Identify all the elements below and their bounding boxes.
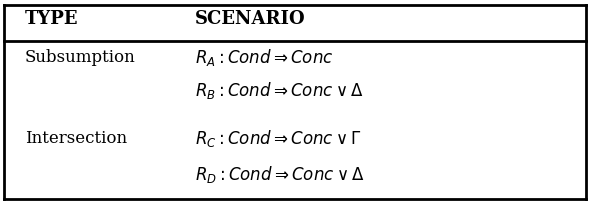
Text: $R_B : \mathit{Cond} \Rightarrow \mathit{Conc} \vee \Delta$: $R_B : \mathit{Cond} \Rightarrow \mathit… bbox=[195, 80, 364, 101]
Text: SCENARIO: SCENARIO bbox=[195, 10, 306, 29]
Text: $R_C : \mathit{Cond} \Rightarrow \mathit{Conc} \vee \Gamma$: $R_C : \mathit{Cond} \Rightarrow \mathit… bbox=[195, 128, 362, 149]
Text: Intersection: Intersection bbox=[25, 130, 127, 147]
Text: Subsumption: Subsumption bbox=[25, 49, 136, 66]
Text: TYPE: TYPE bbox=[25, 10, 78, 29]
Text: $R_D : \mathit{Cond} \Rightarrow \mathit{Conc} \vee \Delta$: $R_D : \mathit{Cond} \Rightarrow \mathit… bbox=[195, 164, 365, 185]
Text: $R_A : \mathit{Cond} \Rightarrow \mathit{Conc}$: $R_A : \mathit{Cond} \Rightarrow \mathit… bbox=[195, 47, 334, 68]
